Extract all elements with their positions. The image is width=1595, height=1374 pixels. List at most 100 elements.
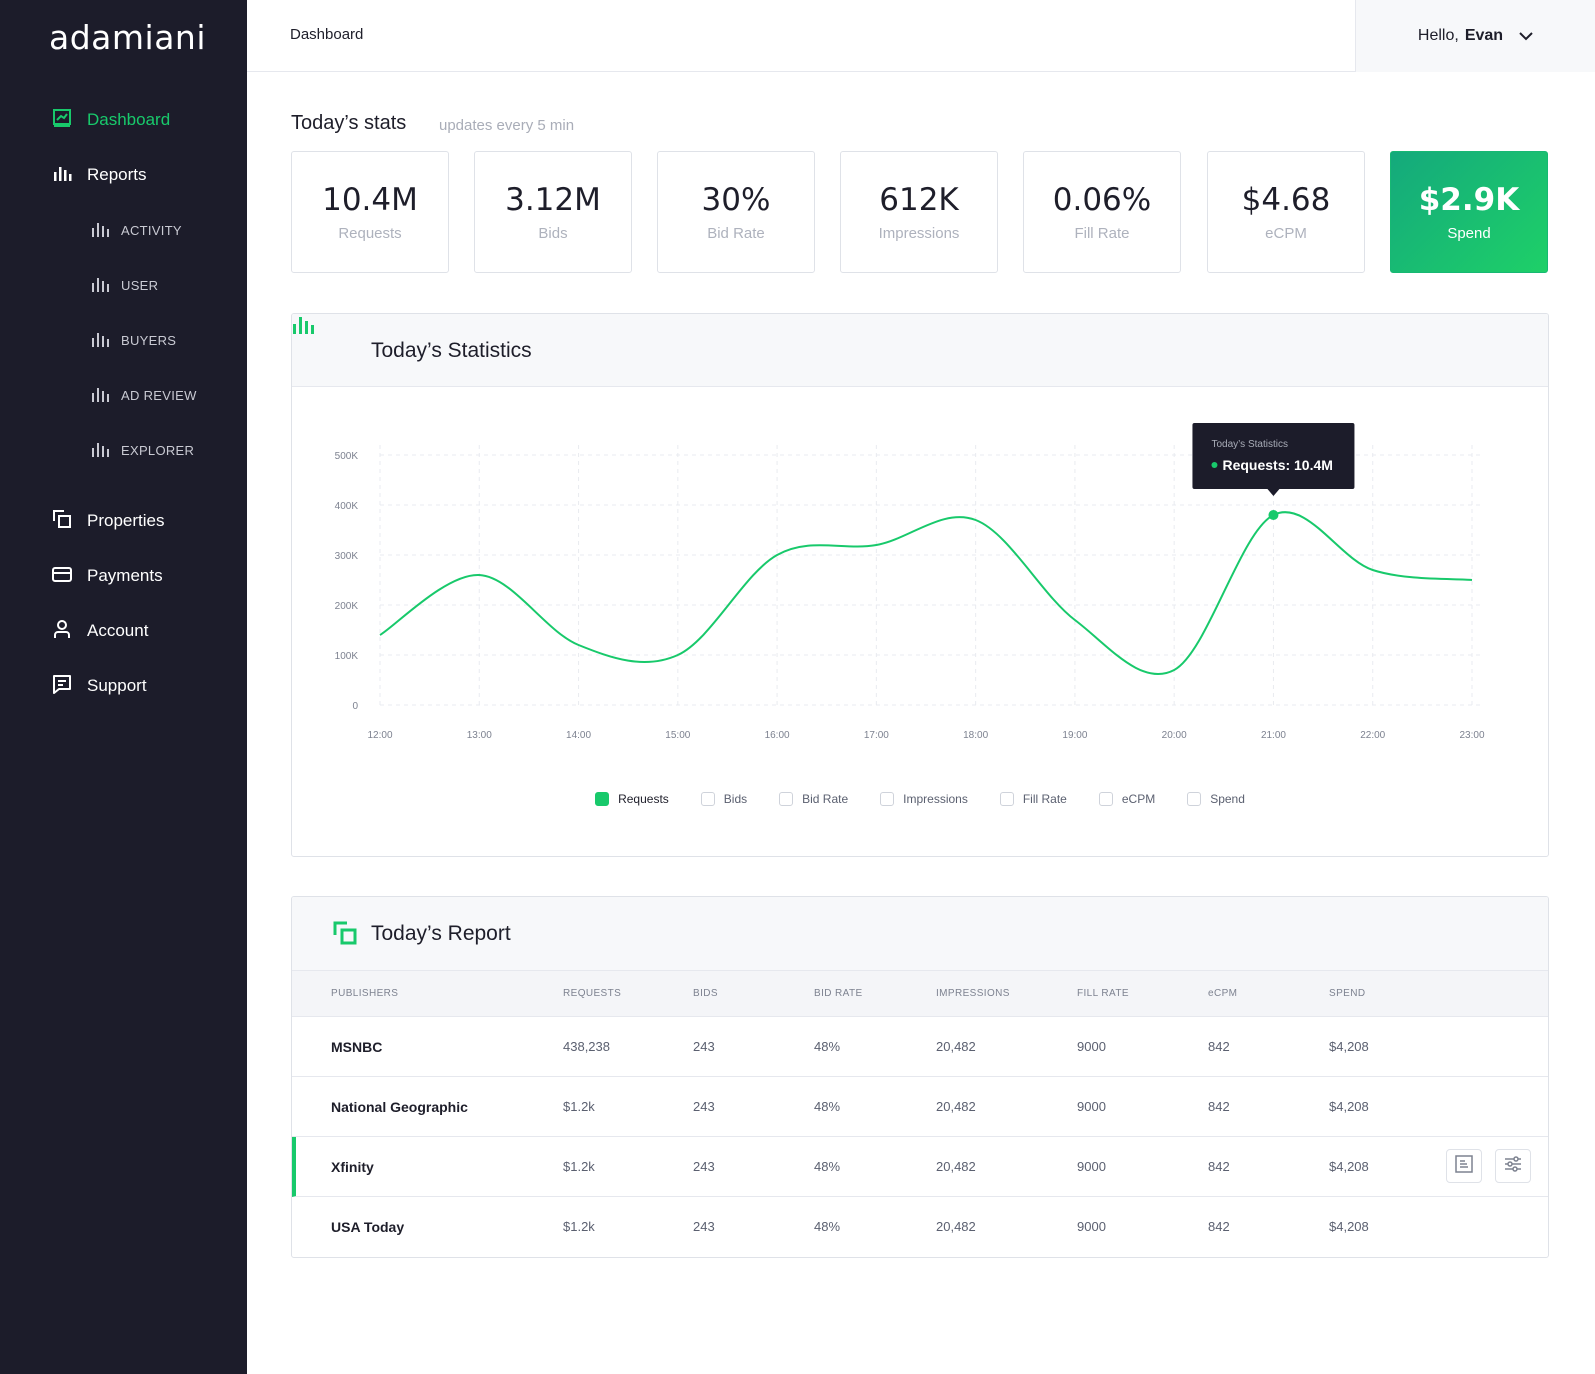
report-panel: Today’s Report PUBLISHERS REQUESTS BIDS …: [291, 896, 1549, 1258]
cell-ecpm: 842: [1208, 1159, 1230, 1174]
column-header-bids[interactable]: BIDS: [693, 988, 718, 999]
sidebar-subitem-user[interactable]: USER: [91, 273, 158, 297]
series-points: [1268, 510, 1279, 520]
stat-card-ecpm[interactable]: $4.68 eCPM: [1207, 151, 1365, 273]
checkbox[interactable]: [999, 792, 1014, 806]
y-tick-label: 200K: [335, 601, 359, 612]
credit-card-icon: [52, 564, 72, 589]
x-tick-label: 19:00: [1062, 730, 1087, 741]
legend-item-requests[interactable]: Requests: [595, 792, 669, 806]
table-row-selected[interactable]: Xfinity $1.2k 243 48% 20,482 9000 842 $4…: [292, 1137, 1548, 1197]
chart-tooltip: Today’s Statistics Requests: 10.4M: [1192, 423, 1355, 496]
cell-spend: $4,208: [1329, 1159, 1369, 1174]
sidebar-subitem-activity[interactable]: ACTIVITY: [91, 218, 182, 242]
cell-requests: $1.2k: [563, 1219, 595, 1234]
legend-item-fill-rate[interactable]: Fill Rate: [999, 792, 1067, 806]
sidebar-item-properties[interactable]: Properties: [52, 507, 164, 535]
column-header-ecpm[interactable]: eCPM: [1208, 988, 1238, 999]
stat-value: $4.68: [1241, 182, 1331, 218]
sidebar-item-reports[interactable]: Reports: [52, 161, 147, 189]
sidebar-item-account[interactable]: Account: [52, 617, 148, 645]
cell-bids: 243: [693, 1039, 715, 1054]
stat-card-fill-rate[interactable]: 0.06% Fill Rate: [1023, 151, 1181, 273]
legend-item-bid-rate[interactable]: Bid Rate: [779, 792, 848, 806]
chevron-down-icon: [1519, 31, 1533, 41]
stats-title: Today’s stats: [291, 112, 407, 134]
bar-chart-icon: [292, 317, 316, 338]
view-details-button[interactable]: [1446, 1149, 1482, 1183]
tooltip-dot: [1211, 462, 1218, 468]
legend-item-impressions[interactable]: Impressions: [880, 792, 968, 806]
column-header-fill-rate[interactable]: FILL RATE: [1077, 988, 1129, 999]
x-tick-label: 23:00: [1459, 730, 1484, 741]
cell-fill-rate: 9000: [1077, 1219, 1106, 1234]
table-row[interactable]: USA Today $1.2k 243 48% 20,482 9000 842 …: [292, 1197, 1548, 1257]
x-tick-label: 16:00: [765, 730, 790, 741]
stat-card-requests[interactable]: 10.4M Requests: [291, 151, 449, 273]
stat-card-impressions[interactable]: 612K Impressions: [840, 151, 998, 273]
column-header-requests[interactable]: REQUESTS: [563, 988, 622, 999]
tooltip-text: Requests: 10.4M: [1222, 457, 1332, 473]
cell-publisher: National Geographic: [331, 1099, 468, 1115]
user-menu[interactable]: Hello, Evan: [1355, 0, 1595, 72]
cell-ecpm: 842: [1208, 1219, 1230, 1234]
table-row[interactable]: National Geographic $1.2k 243 48% 20,482…: [292, 1077, 1548, 1137]
row-settings-button[interactable]: [1495, 1149, 1531, 1183]
panel-header: Today’s Report: [292, 897, 1548, 971]
checkbox[interactable]: [700, 792, 715, 806]
stats-subtitle: updates every 5 min: [439, 117, 575, 134]
checkbox[interactable]: [595, 792, 610, 806]
document-icon: [1455, 1154, 1473, 1178]
checkbox[interactable]: [880, 792, 895, 806]
chart-grid: [379, 445, 1480, 706]
cell-bid-rate: 48%: [814, 1159, 841, 1174]
table-header: PUBLISHERS REQUESTS BIDS BID RATE IMPRES…: [292, 971, 1548, 1017]
bar-chart-icon: [91, 276, 109, 295]
cell-impressions: 20,482: [936, 1099, 976, 1114]
x-tick-label: 20:00: [1162, 730, 1187, 741]
checkbox[interactable]: [779, 792, 794, 806]
cell-impressions: 20,482: [936, 1219, 976, 1234]
legend-label: Fill Rate: [1022, 792, 1067, 806]
stat-card-spend[interactable]: $2.9K Spend: [1390, 151, 1548, 273]
sidebar-item-support[interactable]: Support: [52, 672, 147, 700]
column-header-publishers[interactable]: PUBLISHERS: [331, 988, 399, 999]
tooltip-arrow: [1267, 489, 1280, 496]
table-row[interactable]: MSNBC 438,238 243 48% 20,482 9000 842 $4…: [292, 1017, 1548, 1077]
sidebar: adamiani Dashboard Reports ACTIVITY USER…: [0, 0, 247, 1374]
sidebar-subitem-ad-review[interactable]: AD REVIEW: [91, 383, 197, 407]
checkbox[interactable]: [1187, 792, 1202, 806]
cell-publisher: MSNBC: [331, 1039, 383, 1055]
stat-card-bids[interactable]: 3.12M Bids: [474, 151, 632, 273]
legend-label: eCPM: [1121, 792, 1156, 806]
sidebar-item-payments[interactable]: Payments: [52, 562, 163, 590]
bar-chart-icon: [91, 441, 109, 460]
cell-fill-rate: 9000: [1077, 1099, 1106, 1114]
sidebar-subitem-explorer[interactable]: EXPLORER: [91, 438, 194, 462]
chat-icon: [52, 674, 72, 699]
checkbox[interactable]: [1098, 792, 1113, 806]
column-header-bid-rate[interactable]: BID RATE: [814, 988, 863, 999]
sidebar-item-label: Account: [87, 621, 149, 640]
stat-card-bid-rate[interactable]: 30% Bid Rate: [657, 151, 815, 273]
top-bar: Dashboard Hello, Evan: [247, 0, 1595, 72]
stat-label: Bids: [538, 225, 568, 242]
stat-label: Bid Rate: [707, 225, 765, 242]
sidebar-item-dashboard[interactable]: Dashboard: [52, 106, 170, 134]
cell-bids: 243: [693, 1219, 715, 1234]
legend-label: Spend: [1210, 792, 1245, 806]
legend-item-spend[interactable]: Spend: [1187, 792, 1245, 806]
requests-line-chart[interactable]: 0 100K 200K 300K 400K 500K 12:00 13:00 14:00 15:…: [292, 388, 1549, 788]
sidebar-subitem-buyers[interactable]: BUYERS: [91, 328, 176, 352]
x-tick-label: 21:00: [1261, 730, 1286, 741]
cell-bids: 243: [693, 1099, 715, 1114]
stat-value: $2.9K: [1418, 182, 1520, 218]
column-header-impressions[interactable]: IMPRESSIONS: [936, 988, 1010, 999]
legend-item-ecpm[interactable]: eCPM: [1098, 792, 1156, 806]
legend-item-bids[interactable]: Bids: [700, 792, 747, 806]
user-name: Evan: [1464, 27, 1504, 44]
stat-label: Spend: [1447, 225, 1491, 242]
column-header-spend[interactable]: SPEND: [1329, 988, 1366, 999]
panel-title: Today’s Statistics: [371, 339, 532, 362]
cell-fill-rate: 9000: [1077, 1159, 1106, 1174]
